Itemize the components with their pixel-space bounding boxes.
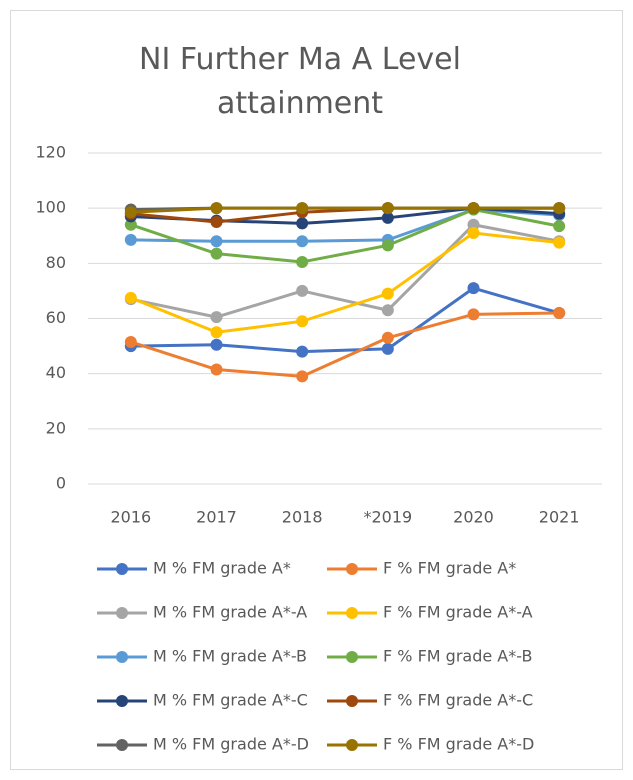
data-point	[296, 235, 309, 248]
data-point	[381, 202, 394, 215]
x-tick-label: 2016	[110, 508, 151, 527]
data-point	[124, 218, 137, 231]
legend-label: F % FM grade A*	[383, 559, 516, 578]
data-point	[210, 311, 223, 324]
data-point	[467, 226, 480, 239]
data-point	[553, 236, 566, 249]
data-point	[381, 304, 394, 317]
x-tick-label: 2021	[539, 508, 580, 527]
legend-label: M % FM grade A*	[153, 559, 291, 578]
data-point	[553, 306, 566, 319]
data-point	[210, 202, 223, 215]
legend-marker	[346, 739, 358, 751]
data-point	[381, 211, 394, 224]
legend-label: M % FM grade A*-D	[153, 735, 309, 754]
data-point	[381, 331, 394, 344]
y-tick-label: 40	[46, 363, 66, 382]
data-point	[381, 239, 394, 252]
data-point	[124, 335, 137, 348]
data-point	[210, 247, 223, 260]
data-point	[296, 370, 309, 383]
series-line	[130, 206, 560, 214]
x-tick-label: 2020	[453, 508, 494, 527]
x-tick-label: *2019	[363, 508, 412, 527]
y-tick-label: 60	[46, 308, 66, 327]
legend-label: F % FM grade A*-D	[383, 735, 534, 754]
data-point	[210, 326, 223, 339]
series-line	[130, 223, 560, 319]
series-line	[130, 311, 560, 378]
data-point	[296, 284, 309, 297]
data-point	[467, 308, 480, 321]
legend-label: F % FM grade A*-A	[383, 603, 533, 622]
chart-border	[10, 10, 623, 770]
data-point	[124, 291, 137, 304]
y-tick-label: 120	[35, 143, 66, 162]
legend-marker	[116, 607, 128, 619]
y-tick-label: 0	[56, 474, 66, 493]
data-point	[296, 345, 309, 358]
data-point	[210, 363, 223, 376]
data-point	[553, 202, 566, 215]
data-point	[210, 338, 223, 351]
legend-label: M % FM grade A*-A	[153, 603, 307, 622]
x-tick-label: 2018	[282, 508, 323, 527]
series-line	[130, 208, 560, 264]
data-point	[124, 233, 137, 246]
data-point	[381, 342, 394, 355]
data-point	[381, 287, 394, 300]
data-point	[553, 220, 566, 233]
data-point	[467, 218, 480, 231]
legend-marker	[346, 563, 358, 575]
legend-marker	[346, 695, 358, 707]
legend-marker	[346, 607, 358, 619]
y-tick-label: 20	[46, 418, 66, 437]
y-tick-label: 80	[46, 253, 66, 272]
series-line	[130, 286, 560, 354]
series-line	[130, 231, 560, 334]
legend-marker	[116, 739, 128, 751]
legend-marker	[346, 651, 358, 663]
legend-marker	[116, 695, 128, 707]
data-point	[210, 215, 223, 228]
legend-label: M % FM grade A*-C	[153, 691, 308, 710]
data-point	[467, 282, 480, 295]
y-tick-label: 100	[35, 198, 66, 217]
legend-marker	[116, 651, 128, 663]
chart-title: NI Further Ma A Level attainment	[139, 42, 461, 121]
legend-label: F % FM grade A*-C	[383, 691, 533, 710]
data-point	[296, 217, 309, 230]
data-point	[296, 202, 309, 215]
data-point	[124, 206, 137, 219]
data-point	[467, 202, 480, 215]
legend-label: M % FM grade A*-B	[153, 647, 307, 666]
x-tick-label: 2017	[196, 508, 237, 527]
data-point	[296, 315, 309, 328]
data-point	[210, 235, 223, 248]
data-point	[296, 255, 309, 268]
legend-label: F % FM grade A*-B	[383, 647, 532, 666]
legend-marker	[116, 563, 128, 575]
